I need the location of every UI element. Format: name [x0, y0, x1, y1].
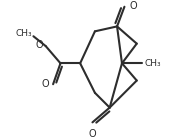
Text: O: O: [89, 128, 96, 138]
Text: O: O: [42, 79, 49, 89]
Text: O: O: [129, 1, 137, 10]
Text: CH₃: CH₃: [144, 59, 161, 68]
Text: CH₃: CH₃: [15, 29, 32, 38]
Text: O: O: [36, 40, 43, 50]
